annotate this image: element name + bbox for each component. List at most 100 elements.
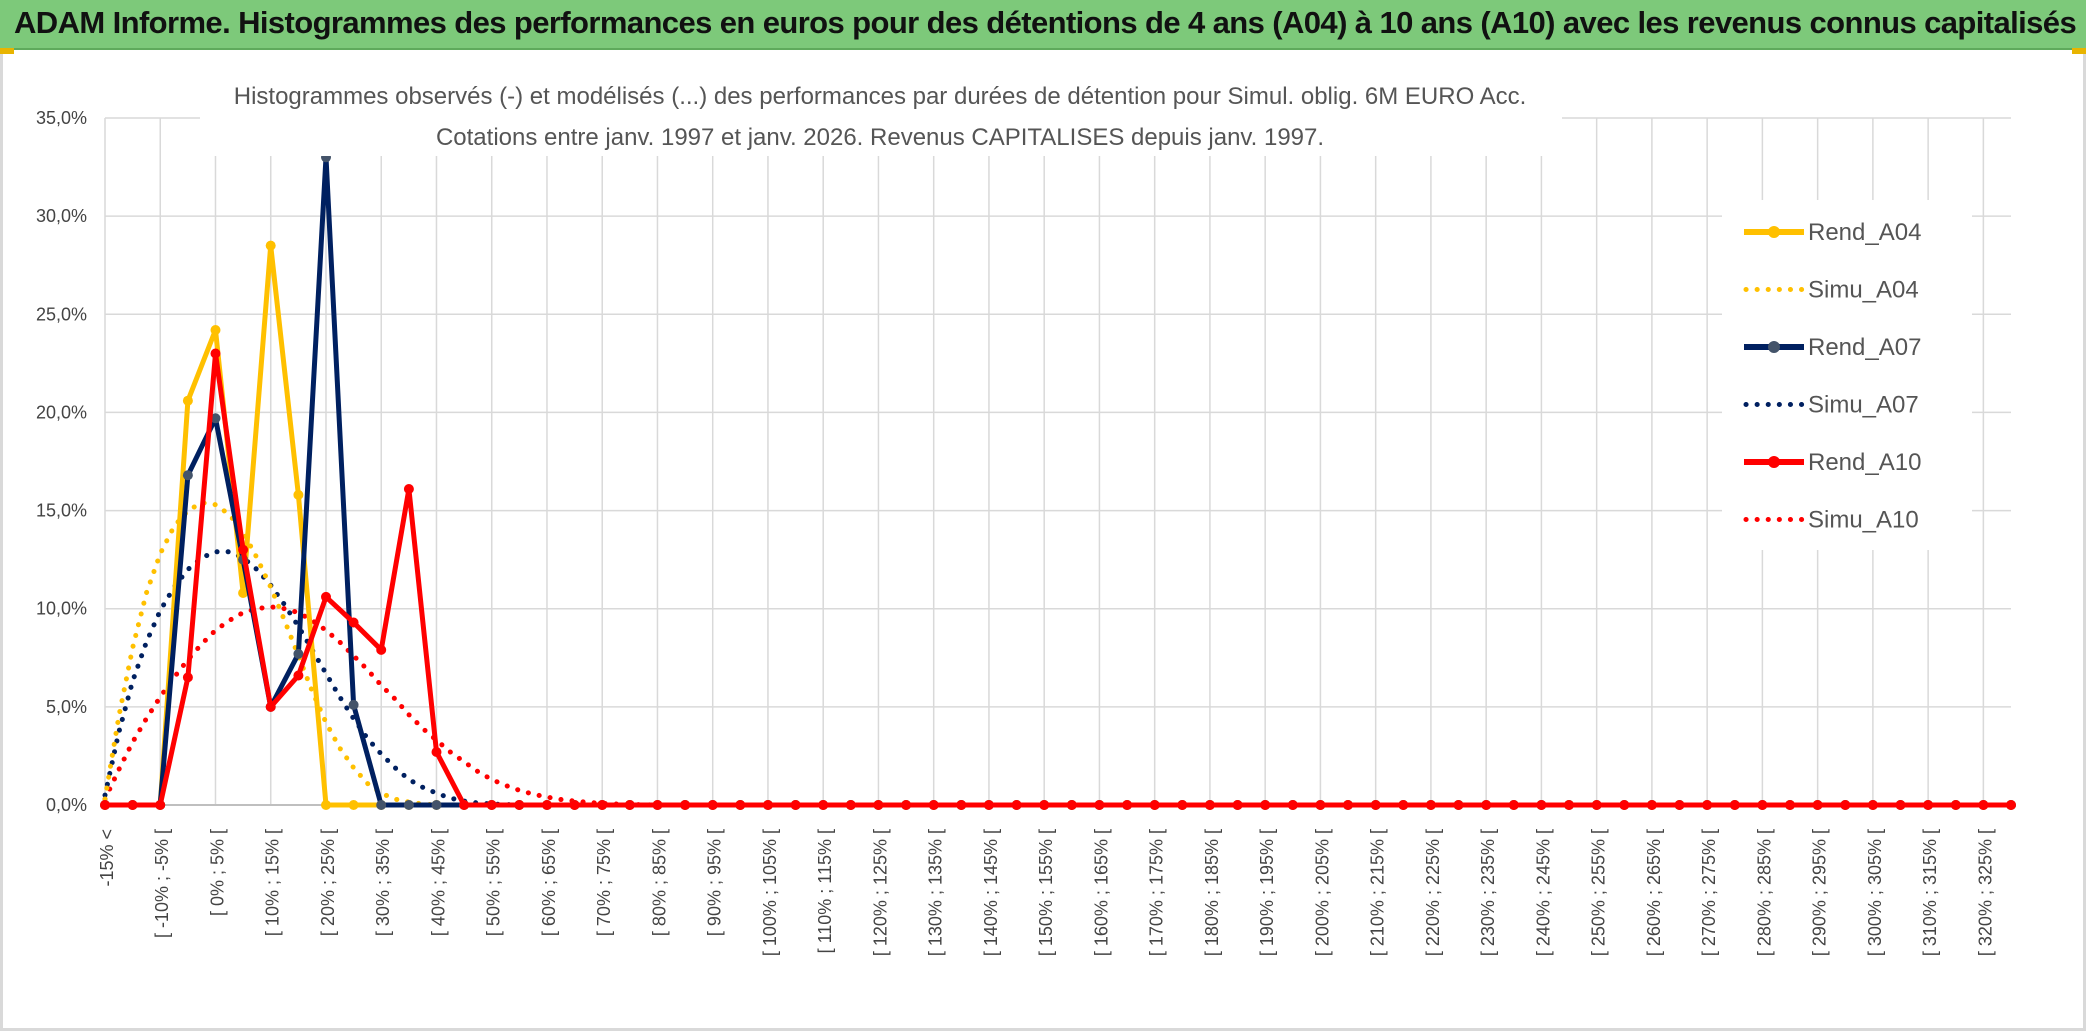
y-tick-label: 5,0% xyxy=(46,697,87,717)
title-background xyxy=(200,78,1562,156)
point-rend-a10 xyxy=(265,701,276,712)
point-rend-a10 xyxy=(956,800,967,810)
series-line-simu-a10 xyxy=(102,604,2014,808)
point-rend-a10 xyxy=(1812,800,1823,810)
point-rend-a10 xyxy=(624,800,635,810)
x-tick-label: [ 10% ; 15% [ xyxy=(263,829,283,936)
point-rend-a10 xyxy=(790,800,801,810)
x-tick-label: [ 250% ; 255% [ xyxy=(1589,829,1609,956)
point-rend-a10 xyxy=(1757,800,1768,810)
point-rend-a10 xyxy=(348,617,359,628)
x-axis-ticks: -15% < [ -10% ; -5% [[ 0% ; 5% [[ 10% ; 1… xyxy=(97,829,1995,956)
banner-title: ADAM Informe. Histogrammes des performan… xyxy=(14,5,2077,40)
x-tick-label: [ 230% ; 235% [ xyxy=(1478,829,1498,956)
point-rend-a10 xyxy=(1619,800,1630,810)
chart-title: Histogrammes observés (-) et modélisés (… xyxy=(234,83,1527,110)
point-rend-a07 xyxy=(403,800,414,810)
point-rend-a10 xyxy=(928,800,939,810)
point-rend-a10 xyxy=(1177,800,1188,810)
point-rend-a10 xyxy=(1122,800,1133,810)
point-rend-a10 xyxy=(735,800,746,810)
point-rend-a10 xyxy=(403,484,414,494)
point-rend-a04 xyxy=(348,800,359,810)
point-rend-a10 xyxy=(1425,800,1436,810)
x-tick-label: [ 300% ; 305% [ xyxy=(1865,829,1885,956)
x-tick-label: [ 210% ; 215% [ xyxy=(1368,829,1388,956)
x-tick-label: [ 120% ; 125% [ xyxy=(870,829,890,956)
point-rend-a10 xyxy=(901,800,912,810)
chart-title-group: Histogrammes observés (-) et modélisés (… xyxy=(200,78,1562,156)
point-rend-a10 xyxy=(1923,800,1934,810)
point-rend-a10 xyxy=(1508,800,1519,810)
x-tick-label: [ 140% ; 145% [ xyxy=(981,829,1001,956)
x-tick-label: [ 110% ; 115% [ xyxy=(815,829,835,953)
point-rend-a10 xyxy=(238,544,249,555)
point-rend-a04 xyxy=(182,395,193,406)
point-rend-a10 xyxy=(1094,800,1105,810)
y-axis-ticks: 0,0% 5,0% 10,0% 15,0% 20,0% 25,0% 30,0% 35,0% xyxy=(36,108,87,815)
point-rend-a10 xyxy=(1370,800,1381,810)
point-rend-a10 xyxy=(873,800,884,810)
point-rend-a10 xyxy=(459,800,470,810)
point-rend-a10 xyxy=(1149,800,1160,810)
legend-marker-rend-a10 xyxy=(1768,456,1780,468)
point-rend-a10 xyxy=(1895,800,1906,810)
y-tick-label: 0,0% xyxy=(46,795,87,815)
x-tick-label: [ 280% ; 285% [ xyxy=(1754,829,1774,956)
point-rend-a10 xyxy=(1564,800,1574,810)
corner-mark-right xyxy=(2072,48,2086,54)
legend: Rend_A04 Simu_A04 Rend_A07 Simu_A07 Rend_A10… xyxy=(1722,200,1972,550)
point-rend-a10 xyxy=(2006,800,2016,810)
point-rend-a10 xyxy=(652,800,663,810)
x-tick-label: [ 270% ; 275% [ xyxy=(1699,829,1719,956)
point-rend-a10 xyxy=(1453,800,1464,810)
legend-label-rend-a10: Rend_A10 xyxy=(1808,449,1921,476)
corner-mark-left xyxy=(0,48,14,54)
legend-label-simu-a07: Simu_A07 xyxy=(1808,392,1919,419)
point-rend-a04 xyxy=(265,240,276,251)
point-rend-a10 xyxy=(321,591,331,602)
y-tick-label: 20,0% xyxy=(36,402,87,422)
point-rend-a10 xyxy=(1536,800,1547,810)
point-rend-a10 xyxy=(1481,800,1492,810)
point-rend-a07 xyxy=(431,800,442,810)
point-rend-a10 xyxy=(1978,800,1989,810)
point-rend-a10 xyxy=(1260,800,1271,810)
x-tick-label: [ 0% ; 5% [ xyxy=(207,829,227,916)
point-rend-a10 xyxy=(542,800,552,810)
point-rend-a10 xyxy=(680,800,691,810)
point-rend-a10 xyxy=(127,800,138,810)
x-tick-label: [ 320% ; 325% [ xyxy=(1975,829,1995,956)
point-rend-a10 xyxy=(514,800,525,810)
point-rend-a10 xyxy=(376,644,387,655)
point-rend-a07 xyxy=(210,413,221,424)
y-tick-label: 35,0% xyxy=(36,108,87,128)
point-rend-a10 xyxy=(1646,800,1657,810)
point-rend-a07 xyxy=(182,470,193,481)
x-tick-label: [ 100% ; 105% [ xyxy=(760,829,780,956)
point-rend-a10 xyxy=(983,800,994,810)
point-rend-a10 xyxy=(1343,800,1353,810)
x-tick-label: [ 260% ; 265% [ xyxy=(1644,829,1664,956)
point-rend-a10 xyxy=(845,800,856,810)
x-tick-label: [ 40% ; 45% [ xyxy=(428,829,448,936)
point-rend-a10 xyxy=(1729,800,1740,810)
point-rend-a10 xyxy=(431,747,442,757)
point-rend-a10 xyxy=(486,800,497,810)
point-rend-a10 xyxy=(1785,800,1795,810)
point-rend-a10 xyxy=(1232,800,1243,810)
x-tick-label: [ 30% ; 35% [ xyxy=(373,829,393,936)
point-rend-a04 xyxy=(293,489,304,500)
x-tick-label: [ 180% ; 185% [ xyxy=(1202,829,1222,956)
point-rend-a10 xyxy=(1204,800,1215,810)
x-tick-label: [ 220% ; 225% [ xyxy=(1423,829,1443,956)
legend-label-rend-a07: Rend_A07 xyxy=(1808,334,1921,361)
x-tick-label: [ 70% ; 75% [ xyxy=(594,829,614,936)
point-rend-a10 xyxy=(1066,800,1077,810)
point-rend-a07 xyxy=(293,648,304,659)
point-rend-a10 xyxy=(763,800,773,810)
point-rend-a10 xyxy=(155,800,166,810)
point-rend-a07 xyxy=(348,699,359,710)
x-tick-label: [ 150% ; 155% [ xyxy=(1036,829,1056,956)
